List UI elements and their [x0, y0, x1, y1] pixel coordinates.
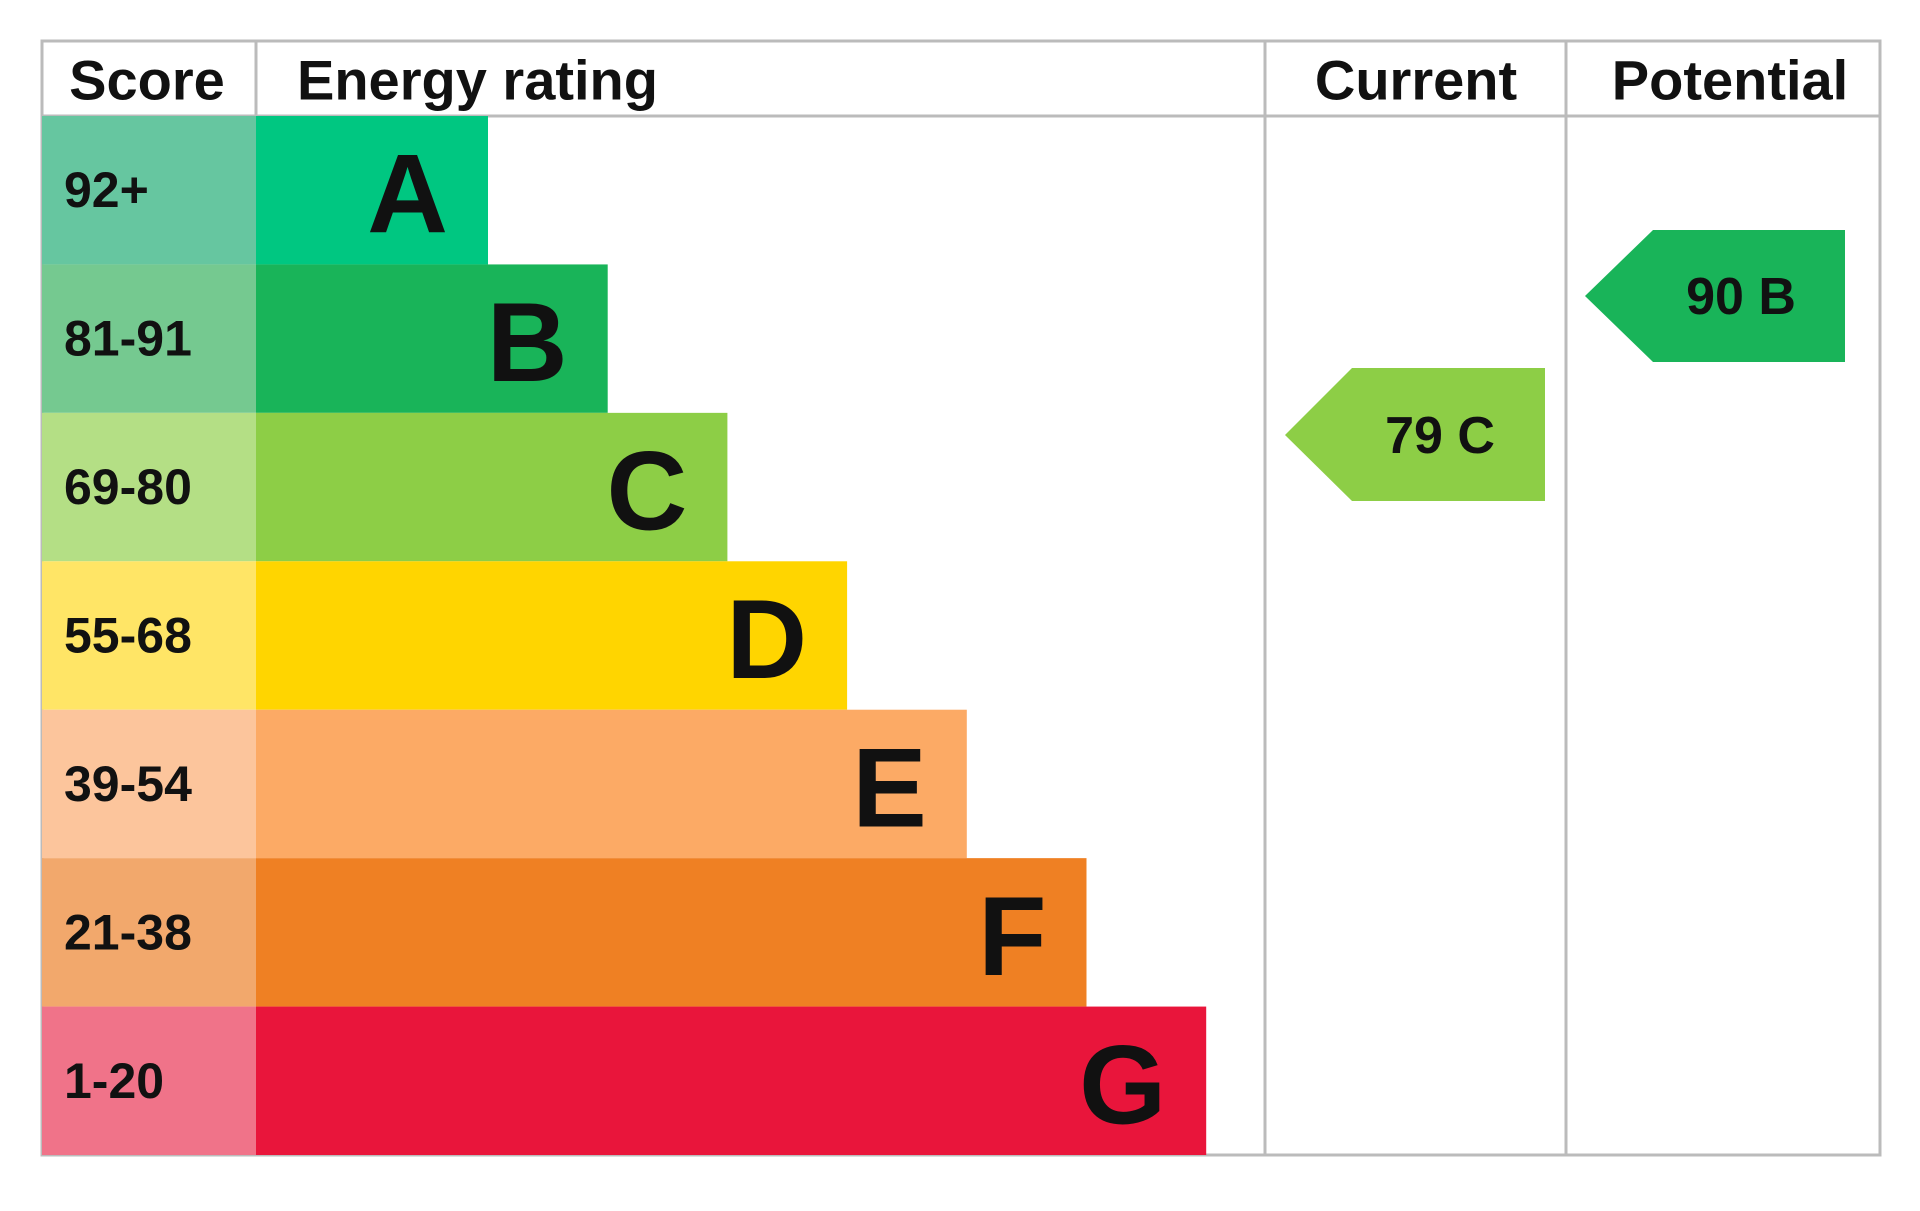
band-bar: [256, 264, 608, 413]
band-letter: B: [487, 280, 568, 405]
score-cell: [42, 116, 256, 265]
band-letter: D: [726, 577, 807, 702]
score-cell: [42, 264, 256, 413]
band-letter: C: [607, 429, 688, 554]
current-arrow: [1285, 368, 1545, 501]
score-cell: [42, 412, 256, 562]
band-bar: [256, 858, 1087, 1007]
band-letter: F: [978, 874, 1046, 999]
band-letter: E: [852, 725, 927, 850]
band-letter: G: [1079, 1022, 1166, 1147]
score-cell: [42, 858, 256, 1007]
score-label: 39-54: [64, 756, 192, 812]
band-bar: [256, 412, 728, 562]
header-score: Score: [69, 49, 225, 112]
current-label: 79 C: [1385, 407, 1495, 465]
band-bar: [256, 709, 967, 859]
score-label: 81-91: [64, 311, 192, 367]
header-energy-rating: Energy rating: [297, 49, 658, 112]
score-label: 55-68: [64, 608, 192, 664]
potential-label: 90 B: [1686, 268, 1796, 326]
score-label: 21-38: [64, 904, 192, 960]
header-potential: Potential: [1612, 49, 1848, 112]
band-bar: [256, 116, 488, 265]
score-label: 92+: [64, 162, 149, 218]
band-letter: A: [367, 132, 448, 257]
score-cell: [42, 1006, 256, 1155]
score-label: 1-20: [64, 1053, 164, 1109]
bands: 92+ A 81-91 B 69-80 C 55-68 D 39-54 E 21-38 F 1-20 G: [42, 116, 1207, 1155]
potential-arrow: [1585, 230, 1845, 362]
header-current: Current: [1315, 49, 1517, 112]
score-label: 69-80: [64, 459, 192, 515]
band-bar: [256, 1006, 1207, 1155]
score-cell: [42, 561, 256, 710]
band-bar: [256, 561, 848, 710]
score-cell: [42, 709, 256, 859]
